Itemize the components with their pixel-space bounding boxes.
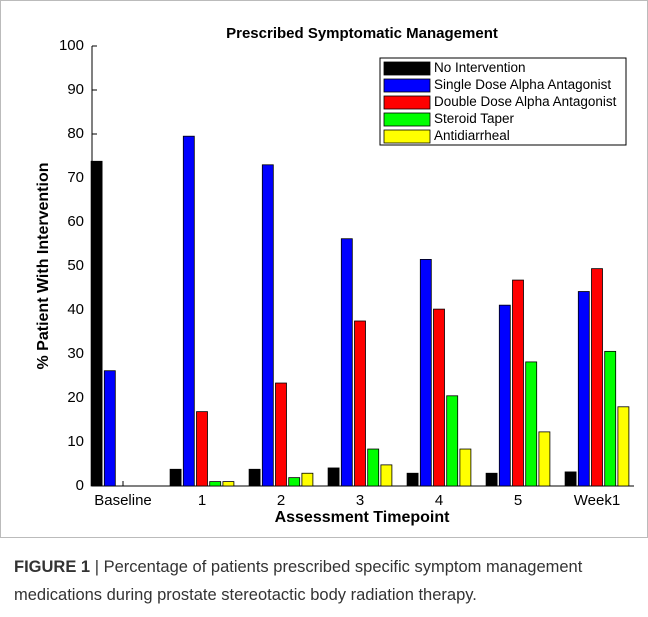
bar — [340, 238, 353, 487]
bar — [577, 291, 590, 487]
x-tick-label: Week1 — [574, 492, 620, 509]
bar — [301, 472, 314, 487]
y-tick-label: 50 — [67, 257, 84, 274]
legend-label: Double Dose Alpha Antagonist — [434, 94, 617, 109]
bar — [90, 160, 103, 487]
y-tick-label: 30 — [67, 345, 84, 362]
bar — [275, 382, 287, 487]
y-tick-label: 0 — [76, 477, 84, 494]
x-tick-label: 4 — [435, 492, 443, 509]
bar — [380, 464, 393, 487]
x-tick-label: 5 — [514, 492, 522, 509]
bar — [604, 350, 617, 487]
legend-swatch — [383, 129, 431, 144]
y-axis-label: % Patient With Intervention — [35, 163, 52, 370]
x-tick-label: 3 — [356, 492, 364, 509]
bar — [419, 258, 432, 487]
bar — [538, 431, 551, 487]
legend-label: Steroid Taper — [434, 111, 515, 126]
bar — [354, 320, 366, 487]
bar — [209, 481, 222, 487]
bar — [564, 471, 577, 487]
bar — [485, 472, 498, 487]
bar — [103, 370, 116, 487]
legend-label: Single Dose Alpha Antagonist — [434, 77, 611, 92]
bar — [367, 448, 380, 487]
y-tick-label: 40 — [67, 301, 84, 318]
y-tick-label: 70 — [67, 169, 84, 186]
bar — [459, 448, 472, 487]
bar — [446, 395, 459, 487]
bar — [261, 164, 274, 487]
x-tick-label: 2 — [277, 492, 285, 509]
y-tick-label: 10 — [67, 433, 84, 450]
chart: Prescribed Symptomatic Management Assess… — [0, 0, 648, 538]
legend-label: Antidiarrheal — [434, 128, 510, 143]
bar — [288, 477, 301, 487]
legend-swatch — [383, 95, 431, 110]
caption-line: FIGURE 1 | Percentage of patients prescr… — [14, 558, 582, 577]
bar — [406, 472, 419, 487]
bar — [617, 406, 630, 487]
legend-swatch — [383, 112, 431, 127]
legend-swatch — [383, 61, 431, 76]
legend-label: No Intervention — [434, 60, 526, 75]
caption-text: | Percentage of patients prescribed spec… — [94, 558, 583, 576]
chart-title: Prescribed Symptomatic Management — [226, 25, 498, 42]
y-tick-label: 60 — [67, 213, 84, 230]
x-tick-label: 1 — [198, 492, 206, 509]
bar — [512, 279, 524, 487]
bar — [222, 481, 235, 487]
caption-label: FIGURE 1 — [14, 558, 91, 576]
y-tick-label: 100 — [59, 37, 84, 54]
bar — [591, 268, 603, 487]
x-tick-label: Baseline — [94, 492, 152, 509]
x-axis-label: Assessment Timepoint — [275, 509, 451, 526]
bar — [433, 308, 445, 487]
bar — [196, 411, 208, 487]
caption-line: medications during prostate stereotactic… — [14, 586, 477, 604]
y-tick-label: 20 — [67, 389, 84, 406]
bar — [169, 468, 182, 487]
y-tick-label: 90 — [67, 81, 84, 98]
bar — [525, 361, 538, 487]
bar — [182, 135, 195, 487]
y-tick-label: 80 — [67, 125, 84, 142]
bar — [498, 304, 511, 487]
legend-swatch — [383, 78, 431, 93]
bar — [248, 468, 261, 487]
bar — [327, 467, 340, 487]
